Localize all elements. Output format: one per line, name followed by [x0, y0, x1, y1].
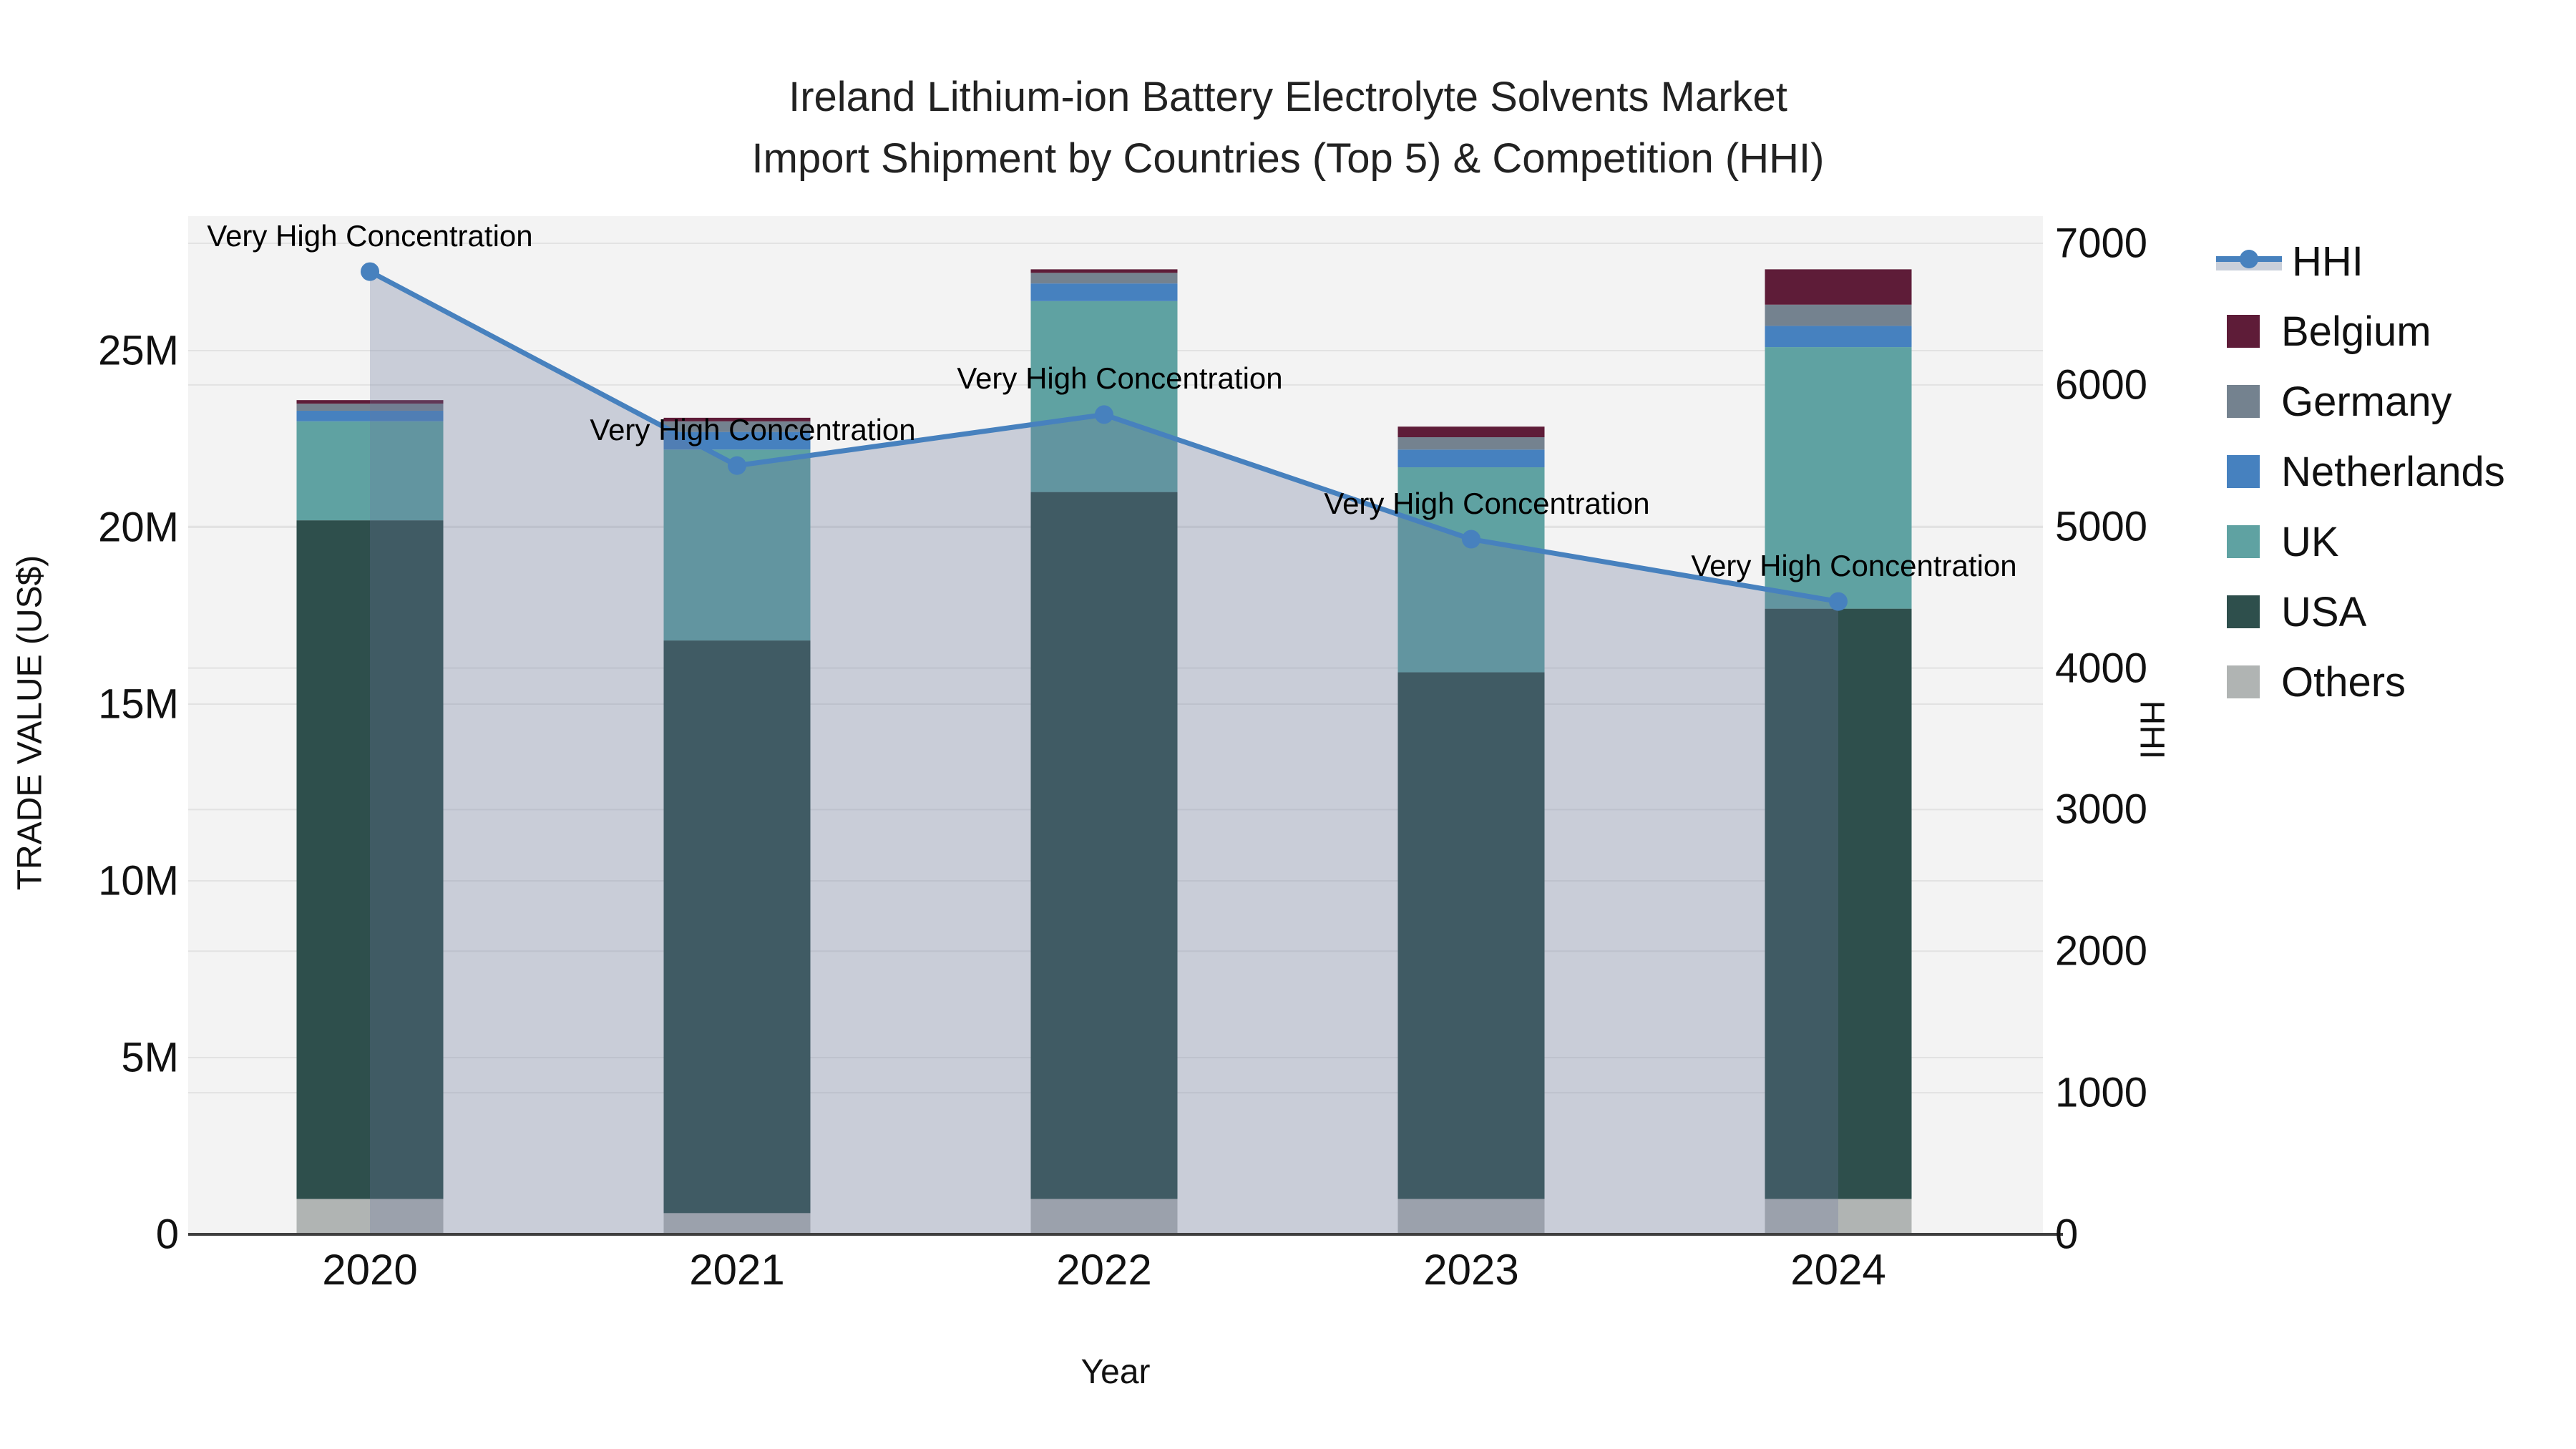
- legend-label-usa: USA: [2281, 588, 2367, 635]
- x-tick-2022: 2022: [1056, 1246, 1152, 1294]
- bar-segment-uk-2024[interactable]: [1765, 347, 1912, 609]
- annotation-2023: Very High Concentration: [1324, 486, 1650, 520]
- usa-swatch: [2227, 595, 2260, 628]
- legend-label-germany: Germany: [2281, 378, 2452, 425]
- bar-segment-netherlands-2022[interactable]: [1030, 283, 1178, 301]
- bar-segment-others-2023[interactable]: [1397, 1199, 1545, 1234]
- bar-segment-germany-2022[interactable]: [1030, 273, 1178, 284]
- hhi-marker-2023[interactable]: [1462, 530, 1480, 549]
- y-right-tick-6000: 6000: [2055, 361, 2148, 409]
- uk-swatch: [2227, 525, 2260, 558]
- y-left-tick-5M: 5M: [121, 1034, 179, 1081]
- chart-title-line1: Ireland Lithium-ion Battery Electrolyte …: [789, 74, 1787, 120]
- bar-segment-uk-2021[interactable]: [663, 449, 811, 641]
- y-left-tick-10M: 10M: [98, 857, 179, 904]
- bar-segment-others-2024[interactable]: [1765, 1199, 1912, 1234]
- chart-title-line2: Import Shipment by Countries (Top 5) & C…: [751, 135, 1825, 182]
- legend-label-others: Others: [2281, 658, 2406, 706]
- x-tick-2024: 2024: [1790, 1246, 1886, 1294]
- y-left-tick-25M: 25M: [98, 327, 179, 374]
- belgium-swatch: [2227, 315, 2260, 348]
- y-right-tick-7000: 7000: [2055, 220, 2148, 267]
- x-tick-2023: 2023: [1423, 1246, 1519, 1294]
- hhi-area-fill: [370, 271, 1838, 1235]
- bar-segment-usa-2021[interactable]: [663, 640, 811, 1214]
- bar-segment-belgium-2021[interactable]: [663, 417, 811, 421]
- x-tick-2021: 2021: [689, 1246, 785, 1294]
- bar-segment-netherlands-2020[interactable]: [296, 410, 444, 421]
- annotation-2020: Very High Concentration: [207, 218, 533, 253]
- y-right-tick-3000: 3000: [2055, 786, 2148, 833]
- y-right-tick-1000: 1000: [2055, 1069, 2148, 1116]
- others-swatch: [2227, 665, 2260, 698]
- hhi-marker-2022[interactable]: [1095, 405, 1113, 424]
- y-right-tick-4000: 4000: [2055, 645, 2148, 692]
- bar-segment-belgium-2022[interactable]: [1030, 269, 1178, 273]
- bar-segment-belgium-2023[interactable]: [1397, 426, 1545, 438]
- bar-segment-others-2020[interactable]: [296, 1199, 444, 1234]
- legend-item-hhi[interactable]: HHI: [2216, 238, 2363, 285]
- bar-segment-germany-2020[interactable]: [296, 404, 444, 411]
- hhi-marker-2020[interactable]: [361, 262, 379, 281]
- legend-item-belgium[interactable]: Belgium: [2227, 308, 2431, 355]
- hhi-line-legend-glyph: [2216, 250, 2282, 270]
- hhi-marker-2024[interactable]: [1829, 592, 1848, 611]
- bar-segment-belgium-2020[interactable]: [296, 400, 444, 404]
- y-right-axis-title: HHI: [2132, 700, 2171, 760]
- y-left-tick-15M: 15M: [98, 680, 179, 728]
- bar-segment-usa-2023[interactable]: [1397, 672, 1545, 1199]
- y-right-tick-0: 0: [2055, 1211, 2079, 1258]
- bar-segment-usa-2020[interactable]: [296, 520, 444, 1199]
- legend-item-others[interactable]: Others: [2227, 658, 2406, 706]
- bar-segment-netherlands-2024[interactable]: [1765, 326, 1912, 348]
- bar-segment-uk-2020[interactable]: [296, 421, 444, 521]
- bar-segment-uk-2022[interactable]: [1030, 301, 1178, 492]
- bar-segment-others-2021[interactable]: [663, 1213, 811, 1234]
- annotation-2021: Very High Concentration: [590, 412, 916, 447]
- legend-item-germany[interactable]: Germany: [2227, 378, 2452, 425]
- x-tick-2020: 2020: [322, 1246, 418, 1294]
- legend-item-usa[interactable]: USA: [2227, 588, 2367, 635]
- bar-segment-others-2022[interactable]: [1030, 1199, 1178, 1234]
- bar-segment-belgium-2024[interactable]: [1765, 269, 1912, 305]
- annotation-2024: Very High Concentration: [1691, 548, 2017, 582]
- y-right-tick-2000: 2000: [2055, 927, 2148, 975]
- bar-segment-germany-2024[interactable]: [1765, 304, 1912, 326]
- bar-segment-germany-2023[interactable]: [1397, 437, 1545, 450]
- bar-segment-usa-2022[interactable]: [1030, 492, 1178, 1199]
- legend-label-uk: UK: [2281, 518, 2339, 565]
- germany-swatch: [2227, 385, 2260, 418]
- y-right-tick-5000: 5000: [2055, 503, 2148, 550]
- x-axis-title: Year: [1080, 1353, 1151, 1391]
- legend-label-netherlands: Netherlands: [2281, 448, 2505, 495]
- netherlands-swatch: [2227, 455, 2260, 488]
- y-left-tick-0: 0: [155, 1211, 179, 1258]
- annotation-2022: Very High Concentration: [957, 361, 1283, 396]
- bar-segment-usa-2024[interactable]: [1765, 608, 1912, 1199]
- legend-item-netherlands[interactable]: Netherlands: [2227, 448, 2505, 495]
- y-left-tick-20M: 20M: [98, 504, 179, 551]
- hhi-marker-2021[interactable]: [728, 456, 746, 475]
- bar-segment-netherlands-2023[interactable]: [1397, 449, 1545, 468]
- legend-label-belgium: Belgium: [2281, 308, 2431, 355]
- legend-item-uk[interactable]: UK: [2227, 518, 2339, 565]
- bar-segment-uk-2023[interactable]: [1397, 467, 1545, 673]
- legend-label-hhi: HHI: [2292, 238, 2363, 285]
- bar-segment-germany-2021[interactable]: [663, 421, 811, 432]
